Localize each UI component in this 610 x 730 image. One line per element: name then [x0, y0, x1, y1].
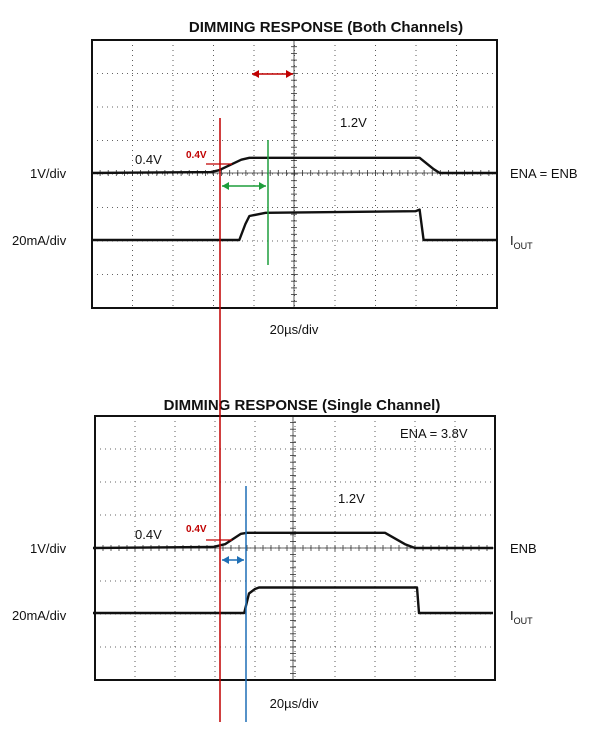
chart2-ch1-name: ENB [510, 541, 537, 556]
chart2-blue-arrowhead-right [237, 556, 244, 564]
chart2-high-level-label: 1.2V [338, 491, 365, 506]
chart1-green-arrowhead-left [222, 182, 229, 190]
chart1-iout-trace [91, 208, 497, 242]
chart2-low-level-label: 0.4V [135, 527, 162, 542]
chart1-red-arrowhead-left [252, 70, 259, 78]
chart1-grid [91, 39, 497, 309]
chart1-title: DIMMING RESPONSE (Both Channels) [189, 19, 463, 36]
chart1-green-arrowhead-right [259, 182, 266, 190]
chart1-high-level-label: 1.2V [340, 115, 367, 130]
chart2-blue-arrowhead-left [222, 556, 229, 564]
chart1-ch1-scale: 1V/div [30, 166, 67, 181]
chart2-enb-trace [92, 531, 493, 550]
chart1-enable-trace [91, 156, 497, 175]
chart2-time-scale: 20µs/div [270, 696, 319, 711]
chart2-ch1-scale: 1V/div [30, 541, 67, 556]
chart2-grid [94, 415, 496, 680]
chart2-iout-trace [93, 586, 493, 615]
chart2-ena-note: ENA = 3.8V [400, 426, 468, 441]
chart1-time-scale: 20µs/div [270, 322, 319, 337]
chart1-ch2-name: IOUT [510, 233, 533, 251]
chart1-delay-markers [206, 70, 293, 265]
chart2-title: DIMMING RESPONSE (Single Channel) [164, 397, 441, 414]
chart2-ch2-scale: 20mA/div [12, 608, 67, 623]
chart2-delay-markers [206, 539, 244, 564]
chart2-threshold-label: 0.4V [186, 524, 207, 535]
chart1-threshold-label: 0.4V [186, 150, 207, 161]
chart1-ch1-name: ENA = ENB [510, 166, 578, 181]
chart1-low-level-label: 0.4V [135, 152, 162, 167]
chart1-red-arrowhead-right [286, 70, 293, 78]
chart2-ch2-name: IOUT [510, 608, 533, 626]
chart1-ch2-scale: 20mA/div [12, 233, 67, 248]
